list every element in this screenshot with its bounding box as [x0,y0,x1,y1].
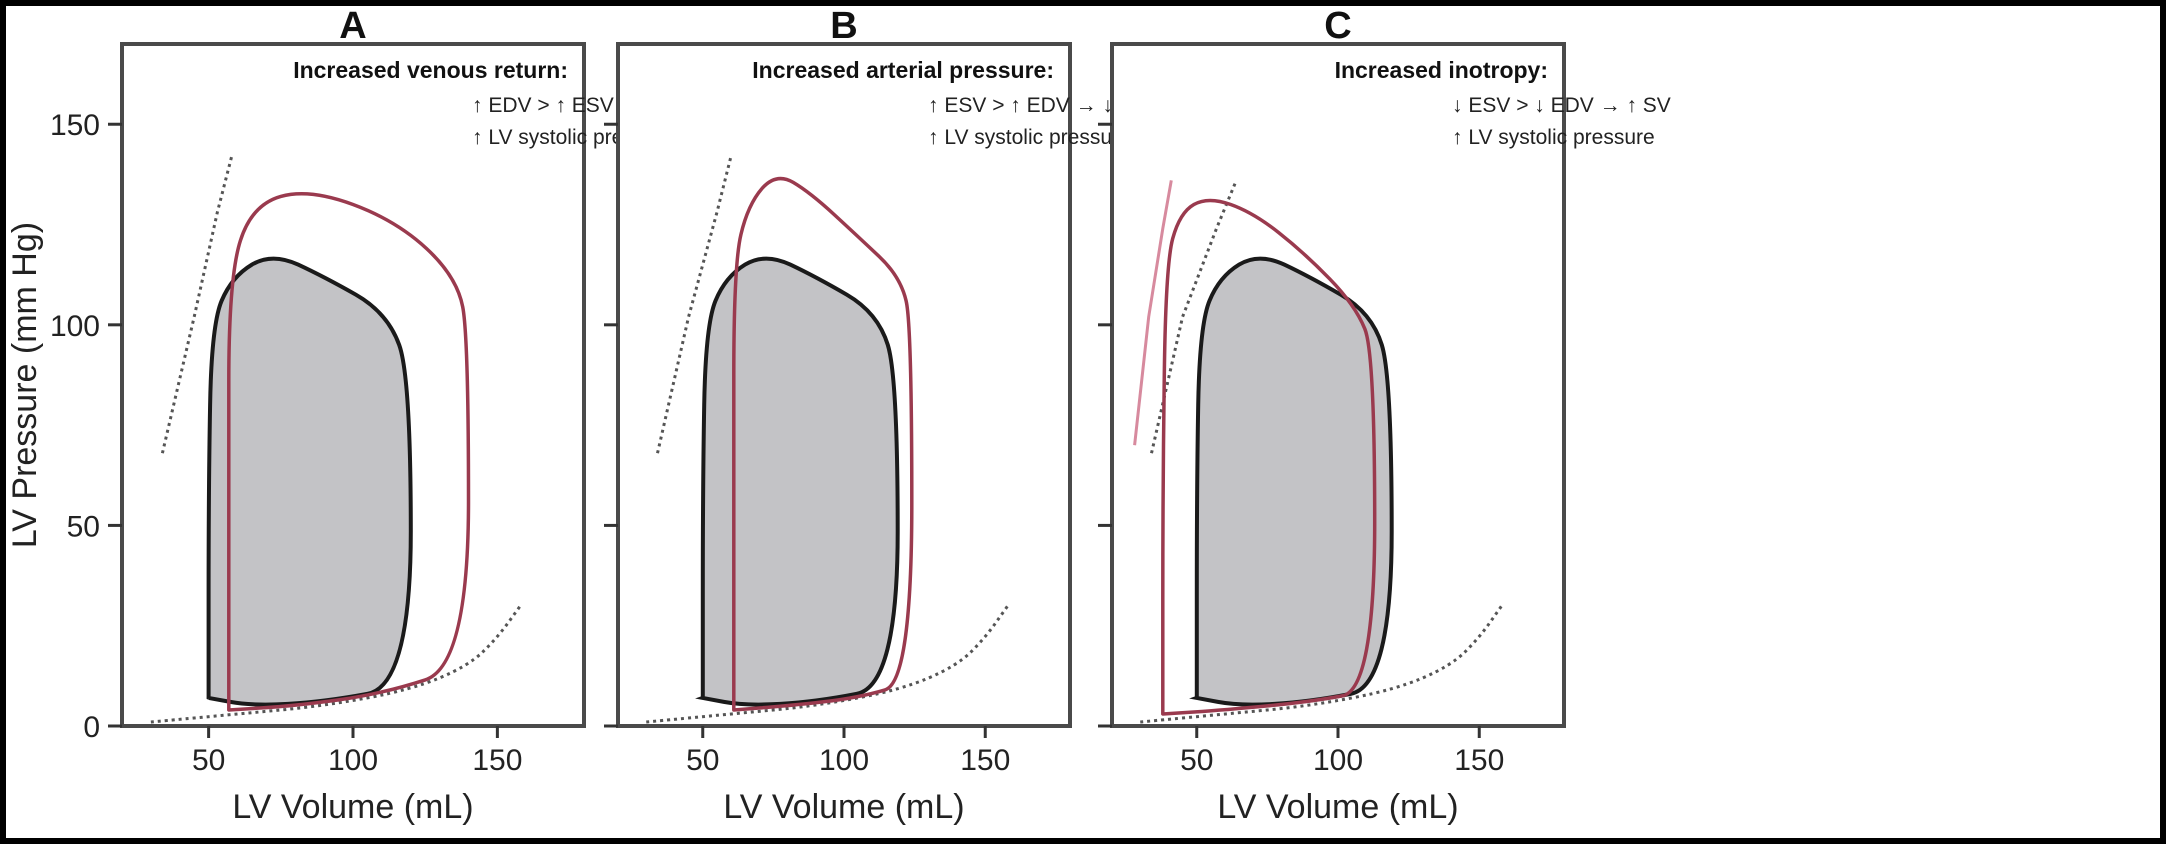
panel-letter: B [830,6,857,47]
panel-b: B 50 100 150 LV Volume (mL) Increased arteria… [604,6,1147,826]
x-axis-title: LV Volume (mL) [232,788,473,826]
y-tick-label: 50 [67,510,100,543]
pv-loop-chart: A 0 50 100 150 50 100 150 LV Volume (mL) LV Press… [6,6,1671,826]
x-axis-title: LV Volume (mL) [723,788,964,826]
annotation-heading: Increased venous return: [293,57,568,83]
y-tick-label: 0 [83,711,100,744]
altered-pv-loop [1161,198,1377,716]
panel-a: A 0 50 100 150 50 100 150 LV Volume (mL) LV Press… [6,6,691,826]
x-tick-label: 100 [1313,744,1363,777]
baseline-pv-loop [206,256,413,707]
x-tick-label: 100 [328,744,378,777]
annotation-line: ↑ LV systolic pressure [1452,126,1655,149]
annotation-line: ↑ LV systolic pressure [928,126,1131,149]
espvr-line [160,155,234,454]
figure: A 0 50 100 150 50 100 150 LV Volume (mL) LV Press… [6,6,2160,838]
x-tick-label: 100 [819,744,869,777]
edpvr-curve [1140,604,1504,724]
x-tick-label: 50 [686,744,719,777]
annotation-heading: Increased inotropy: [1335,57,1548,83]
baseline-pv-loop [700,256,900,707]
y-axis-title: LV Pressure (mm Hg) [6,222,44,548]
panel-letter: C [1324,6,1351,47]
altered-pv-loop [732,176,914,712]
x-tick-label: 150 [960,744,1010,777]
x-tick-label: 50 [192,744,225,777]
annotation-line: ↑ ESV > ↑ EDV → ↓ SV [928,94,1147,117]
y-tick-label: 150 [50,109,100,142]
y-tick-label: 100 [50,310,100,343]
edpvr-curve [646,604,1010,724]
annotation-heading: Increased arterial pressure: [752,57,1054,83]
edpvr-curve [150,604,522,724]
panel-c: C 50 100 150 LV Volume (mL) Increased inotrop… [1098,6,1671,826]
altered-pv-loop [227,191,471,712]
annotation-line: ↓ ESV > ↓ EDV → ↑ SV [1452,94,1671,117]
panel-letter: A [339,6,366,47]
x-tick-label: 150 [1454,744,1504,777]
x-tick-label: 50 [1180,744,1213,777]
espvr-line-altered [1133,180,1173,446]
x-tick-label: 150 [472,744,522,777]
x-axis-title: LV Volume (mL) [1217,788,1458,826]
